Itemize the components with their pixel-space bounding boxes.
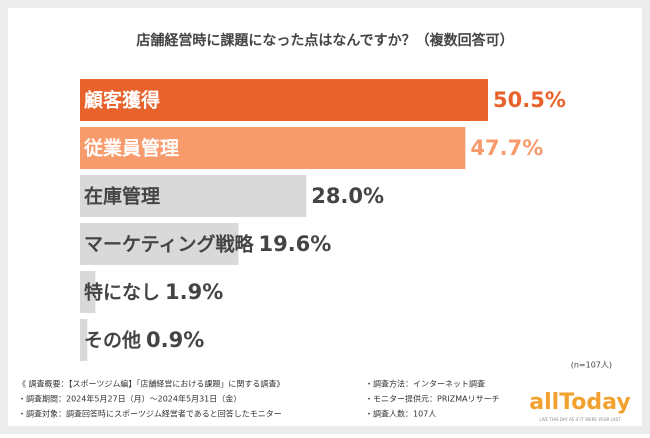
value-label: 0.9%: [146, 328, 204, 352]
footer-note: ・調査方法：インターネット調査: [365, 379, 485, 389]
category-label: 特になし: [84, 282, 160, 304]
bar: [80, 271, 96, 313]
footer-note: ・モニター提供元：PRIZMAリサーチ: [365, 394, 500, 404]
footer-note: 《 調査概要：【スポーツジム編】「店舗経営における課題」に関する調査》: [18, 379, 284, 389]
category-label: 従業員管理: [83, 137, 179, 160]
logo: allToday: [529, 390, 630, 415]
bar: [80, 223, 239, 265]
value-label: 50.5%: [493, 88, 566, 112]
category-label: マーケティング戦略: [84, 233, 254, 256]
category-label: 顧客獲得: [84, 89, 160, 112]
value-label: 19.6%: [258, 232, 331, 256]
value-label: 28.0%: [311, 184, 384, 208]
category-label: その他: [84, 329, 141, 352]
value-label: 1.9%: [165, 280, 223, 304]
footer-note: ・調査対象：調査回答時にスポーツジム経営者であると回答したモニター: [18, 409, 282, 419]
category-label: 在庫管理: [84, 185, 160, 208]
sample-note: (n=107人): [571, 361, 612, 370]
value-label: 47.7%: [470, 136, 543, 160]
bar: [80, 175, 307, 217]
footer-note: ・調査期間：2024年5月27日（月）～2024年5月31日（金）: [18, 394, 241, 404]
chart-title: 店舗経営時に課題になった点はなんですか？（複数回答可）: [136, 32, 513, 49]
bar: [80, 319, 88, 361]
footer: 《 調査概要：【スポーツジム編】「店舗経営における課題」に関する調査》・調査期間…: [18, 379, 500, 419]
footer-note: ・調査人数：107人: [365, 409, 436, 419]
bar: [80, 79, 488, 121]
bar: [80, 127, 466, 169]
tagline: LIVE THIS DAY AS IF IT WERE YOUR LAST: [539, 417, 621, 422]
